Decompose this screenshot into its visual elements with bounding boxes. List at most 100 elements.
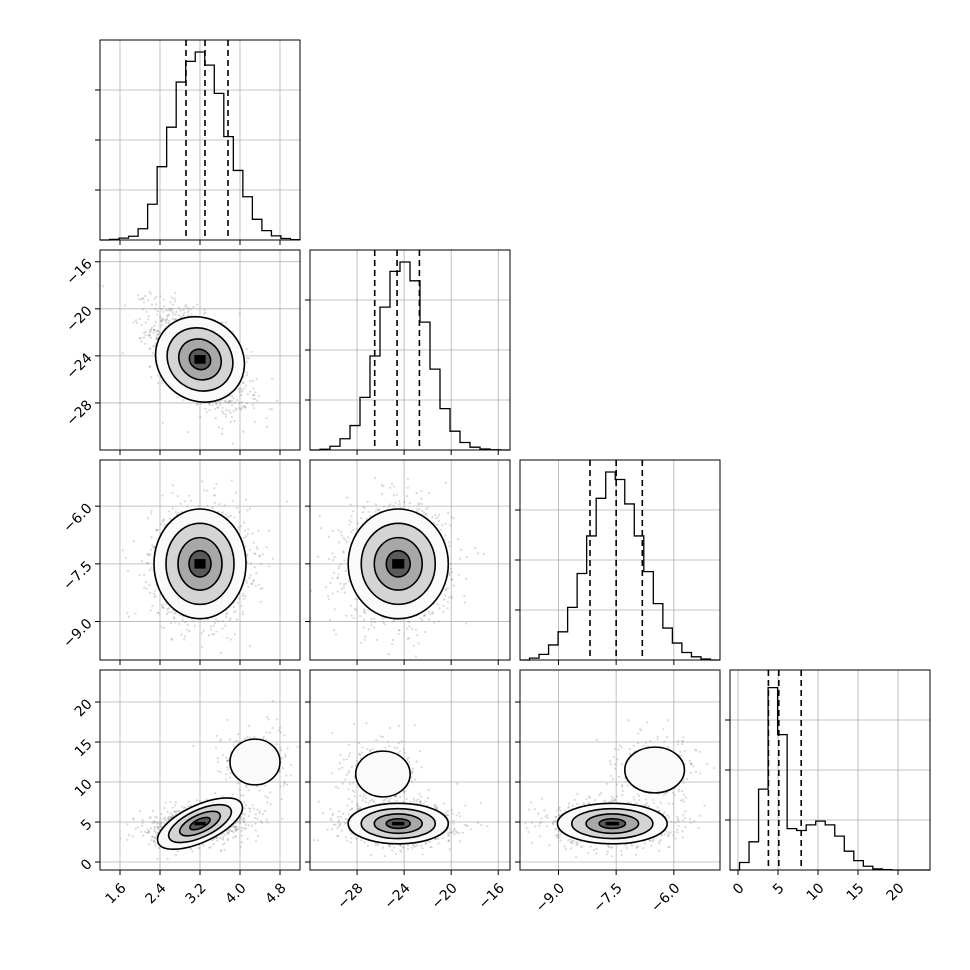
sample-point	[221, 843, 225, 846]
sample-point	[290, 763, 293, 766]
sample-point	[138, 574, 141, 577]
sample-point	[123, 304, 127, 307]
sample-point	[246, 402, 249, 405]
sample-point	[187, 800, 190, 803]
sample-point	[202, 312, 206, 315]
sample-point	[267, 529, 270, 532]
sample-point	[163, 305, 166, 308]
sample-point	[243, 405, 246, 408]
sample-point	[186, 623, 189, 627]
sample-point	[382, 505, 385, 508]
sample-point	[376, 508, 379, 511]
hist-panel-2	[515, 459, 721, 665]
sample-point	[350, 515, 353, 518]
sample-point	[230, 479, 233, 482]
sample-point	[225, 616, 228, 619]
sample-point	[148, 290, 151, 293]
sample-point	[237, 402, 240, 405]
sample-point	[144, 294, 147, 298]
sample-point	[148, 365, 152, 368]
sample-point	[160, 320, 163, 323]
sample-point	[202, 629, 205, 633]
sample-point	[280, 757, 284, 760]
sample-point	[229, 617, 232, 620]
sample-point	[331, 552, 334, 555]
sample-point	[236, 601, 240, 604]
sample-point	[199, 402, 202, 405]
sample-point	[256, 547, 259, 551]
sample-point	[217, 406, 220, 409]
sample-point	[408, 502, 411, 505]
sample-point	[161, 605, 164, 608]
sample-point	[457, 573, 460, 576]
sample-point	[374, 503, 377, 506]
sample-point	[433, 621, 436, 624]
sample-point	[171, 310, 174, 314]
histogram-step	[730, 686, 930, 871]
hist-panel-1	[305, 249, 511, 455]
sample-point	[146, 299, 149, 302]
sample-point	[256, 808, 259, 812]
sample-point	[211, 633, 214, 636]
sample-point	[212, 838, 215, 841]
sample-point	[245, 535, 248, 538]
sample-point	[452, 517, 455, 520]
sample-point	[392, 505, 395, 508]
sample-point	[360, 641, 363, 645]
sample-point	[447, 596, 450, 599]
sample-point	[344, 569, 347, 573]
sample-point	[219, 836, 222, 839]
sample-point	[150, 328, 153, 331]
sample-point	[154, 594, 157, 597]
sample-point	[234, 828, 237, 831]
sample-point	[310, 589, 313, 592]
sample-point	[428, 491, 431, 494]
sample-point	[217, 426, 220, 429]
sample-point	[156, 374, 159, 377]
sample-point	[150, 566, 153, 570]
sample-point	[161, 319, 164, 322]
sample-point	[225, 321, 228, 324]
sample-point	[174, 611, 177, 614]
sample-point	[167, 607, 170, 610]
sample-point	[340, 588, 344, 591]
sample-point	[152, 546, 156, 549]
sample-point	[127, 615, 130, 618]
sample-point	[446, 607, 449, 610]
sample-point	[303, 763, 305, 765]
sample-point	[240, 834, 243, 837]
sample-point	[127, 833, 130, 837]
sample-point	[436, 516, 439, 519]
sample-point	[152, 331, 155, 334]
sample-point	[145, 310, 148, 313]
sample-point	[367, 510, 370, 513]
sample-point	[170, 611, 173, 614]
sample-point	[233, 633, 237, 636]
sample-point	[482, 552, 485, 556]
sample-point	[178, 314, 181, 317]
panel-frame	[99, 459, 301, 661]
sample-point	[252, 393, 256, 397]
sample-point	[188, 494, 191, 497]
sample-point	[423, 614, 426, 617]
sample-point	[156, 611, 159, 614]
sample-point	[327, 535, 330, 538]
sample-point	[343, 591, 346, 594]
sample-point	[246, 560, 249, 564]
sample-point	[360, 517, 363, 520]
sample-point	[296, 745, 299, 749]
sample-point	[161, 494, 164, 497]
sample-point	[196, 402, 199, 405]
sample-point	[240, 525, 243, 528]
sample-point	[266, 425, 269, 428]
sample-point	[245, 360, 248, 363]
sample-point	[213, 633, 216, 636]
sample-point	[169, 622, 172, 625]
sample-point	[139, 810, 142, 813]
sample-point	[391, 638, 395, 642]
sample-point	[352, 616, 355, 620]
sample-point	[444, 522, 447, 526]
sample-point	[186, 628, 189, 632]
sample-point	[261, 553, 264, 556]
